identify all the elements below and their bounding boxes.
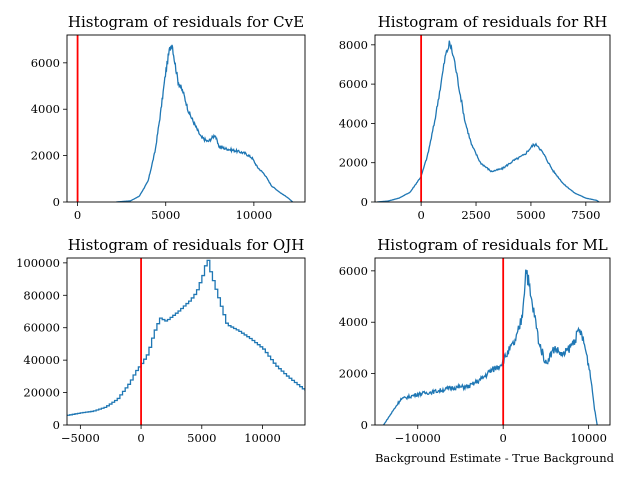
x-tick-label: 5000 xyxy=(151,208,180,222)
y-tick-label: 0 xyxy=(53,418,60,432)
histogram-series xyxy=(377,40,600,202)
histogram-series xyxy=(116,44,294,202)
y-tick-label: 40000 xyxy=(23,353,60,367)
x-tick-label: 10000 xyxy=(244,431,281,445)
x-tick-label: −10000 xyxy=(395,431,441,445)
y-tick-label: 4000 xyxy=(339,116,368,130)
x-tick-label: 7500 xyxy=(571,208,600,222)
x-tick-label: 10000 xyxy=(236,208,273,222)
x-tick-label: 0 xyxy=(417,208,424,222)
y-tick-label: 2000 xyxy=(339,367,368,381)
subplot-4: −10000 0 10000 0 2000 4000 6000 Histogram of re… xyxy=(339,236,615,465)
axes-frame xyxy=(66,257,306,426)
y-tick-label: 80000 xyxy=(23,288,60,302)
y-tick-label: 6000 xyxy=(339,77,368,91)
y-tick-label: 2000 xyxy=(31,149,60,163)
y-tick-label: 20000 xyxy=(23,386,60,400)
y-tick-label: 60000 xyxy=(23,321,60,335)
x-tick-label: −5000 xyxy=(61,431,100,445)
y-tick-label: 0 xyxy=(361,418,368,432)
y-tick-label: 6000 xyxy=(339,264,368,278)
subplot-2: 0 2500 5000 7500 0 2000 4000 6000 8000 Histogram … xyxy=(339,13,611,222)
y-tick-label: 100000 xyxy=(16,256,60,270)
axes-frame xyxy=(66,34,306,203)
x-tick-label: 2500 xyxy=(461,208,490,222)
y-tick-label: 2000 xyxy=(339,156,368,170)
histogram-series xyxy=(383,269,598,425)
subplot-1: 0 5000 10000 0 2000 4000 6000 Histogram of resi… xyxy=(31,13,306,222)
x-tick-label: 0 xyxy=(500,431,507,445)
subplot-title: Histogram of residuals for CvE xyxy=(68,13,304,31)
x-tick-label: 5000 xyxy=(187,431,216,445)
y-tick-label: 0 xyxy=(53,195,60,209)
y-tick-label: 8000 xyxy=(339,38,368,52)
subplot-title: Histogram of residuals for OJH xyxy=(68,236,305,254)
x-axis-label: Background Estimate - True Background xyxy=(375,451,615,465)
y-tick-label: 0 xyxy=(361,195,368,209)
x-tick-label: 0 xyxy=(74,208,81,222)
x-tick-label: 10000 xyxy=(570,431,607,445)
x-tick-label: 5000 xyxy=(516,208,545,222)
x-tick-label: 0 xyxy=(137,431,144,445)
subplot-title: Histogram of residuals for ML xyxy=(377,236,608,254)
histogram-series xyxy=(67,259,305,416)
y-tick-label: 4000 xyxy=(339,315,368,329)
axes-frame xyxy=(374,34,611,203)
axes-frame xyxy=(374,257,611,426)
y-tick-label: 6000 xyxy=(31,56,60,70)
subplot-title: Histogram of residuals for RH xyxy=(378,13,608,31)
subplot-3: −5000 0 5000 100000200004000060000800001000… xyxy=(16,236,306,445)
y-tick-label: 4000 xyxy=(31,102,60,116)
